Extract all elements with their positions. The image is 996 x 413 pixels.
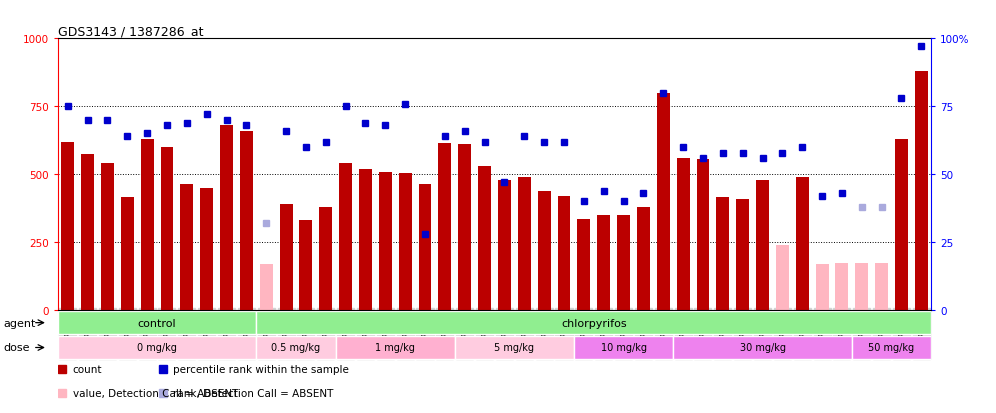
FancyBboxPatch shape bbox=[256, 336, 336, 359]
FancyBboxPatch shape bbox=[58, 311, 256, 334]
Bar bbox=[81, 154, 94, 311]
Bar bbox=[776, 245, 789, 311]
Text: rank, Detection Call = ABSENT: rank, Detection Call = ABSENT bbox=[173, 388, 334, 398]
Bar bbox=[558, 197, 571, 311]
Bar bbox=[121, 198, 133, 311]
Bar bbox=[438, 144, 451, 311]
Bar bbox=[836, 263, 849, 311]
Bar bbox=[915, 72, 928, 311]
Bar bbox=[756, 180, 769, 311]
Bar bbox=[618, 216, 630, 311]
FancyBboxPatch shape bbox=[455, 336, 574, 359]
FancyBboxPatch shape bbox=[336, 336, 455, 359]
Text: 1 mg/kg: 1 mg/kg bbox=[375, 343, 415, 353]
FancyBboxPatch shape bbox=[852, 336, 931, 359]
Text: percentile rank within the sample: percentile rank within the sample bbox=[173, 364, 349, 375]
Text: GDS3143 / 1387286_at: GDS3143 / 1387286_at bbox=[58, 25, 203, 38]
Bar bbox=[458, 145, 471, 311]
FancyBboxPatch shape bbox=[256, 311, 931, 334]
FancyBboxPatch shape bbox=[574, 336, 673, 359]
FancyBboxPatch shape bbox=[58, 336, 256, 359]
Bar bbox=[260, 264, 273, 311]
Bar bbox=[478, 167, 491, 311]
Bar bbox=[200, 188, 213, 311]
Bar bbox=[160, 148, 173, 311]
Bar bbox=[61, 142, 74, 311]
FancyBboxPatch shape bbox=[673, 336, 852, 359]
Bar bbox=[180, 184, 193, 311]
Bar bbox=[578, 220, 591, 311]
Bar bbox=[320, 207, 333, 311]
Text: control: control bbox=[137, 318, 176, 328]
Bar bbox=[140, 140, 153, 311]
Bar bbox=[656, 93, 669, 311]
Bar bbox=[518, 178, 531, 311]
Text: 0.5 mg/kg: 0.5 mg/kg bbox=[272, 343, 321, 353]
Bar bbox=[676, 159, 689, 311]
Text: agent: agent bbox=[3, 318, 36, 328]
Text: 10 mg/kg: 10 mg/kg bbox=[601, 343, 646, 353]
Bar bbox=[796, 178, 809, 311]
Text: 50 mg/kg: 50 mg/kg bbox=[869, 343, 914, 353]
Bar bbox=[340, 164, 352, 311]
Bar bbox=[300, 221, 313, 311]
Bar bbox=[418, 184, 431, 311]
Bar bbox=[716, 198, 729, 311]
Bar bbox=[240, 131, 253, 311]
Text: 0 mg/kg: 0 mg/kg bbox=[137, 343, 177, 353]
Bar bbox=[378, 172, 391, 311]
Bar bbox=[816, 264, 829, 311]
Bar bbox=[398, 173, 411, 311]
Bar bbox=[220, 126, 233, 311]
Bar bbox=[538, 191, 551, 311]
Text: chlorpyrifos: chlorpyrifos bbox=[561, 318, 626, 328]
Bar bbox=[736, 199, 749, 311]
Bar bbox=[498, 180, 511, 311]
Bar bbox=[280, 205, 293, 311]
Text: 30 mg/kg: 30 mg/kg bbox=[739, 343, 786, 353]
Bar bbox=[875, 263, 888, 311]
Bar bbox=[856, 263, 869, 311]
Bar bbox=[637, 207, 649, 311]
Bar bbox=[359, 169, 372, 311]
Text: dose: dose bbox=[3, 343, 30, 353]
Bar bbox=[696, 160, 709, 311]
Bar bbox=[101, 164, 114, 311]
Text: 5 mg/kg: 5 mg/kg bbox=[494, 343, 535, 353]
Bar bbox=[895, 140, 908, 311]
Bar bbox=[598, 216, 611, 311]
Text: count: count bbox=[73, 364, 103, 375]
Text: value, Detection Call = ABSENT: value, Detection Call = ABSENT bbox=[73, 388, 238, 398]
